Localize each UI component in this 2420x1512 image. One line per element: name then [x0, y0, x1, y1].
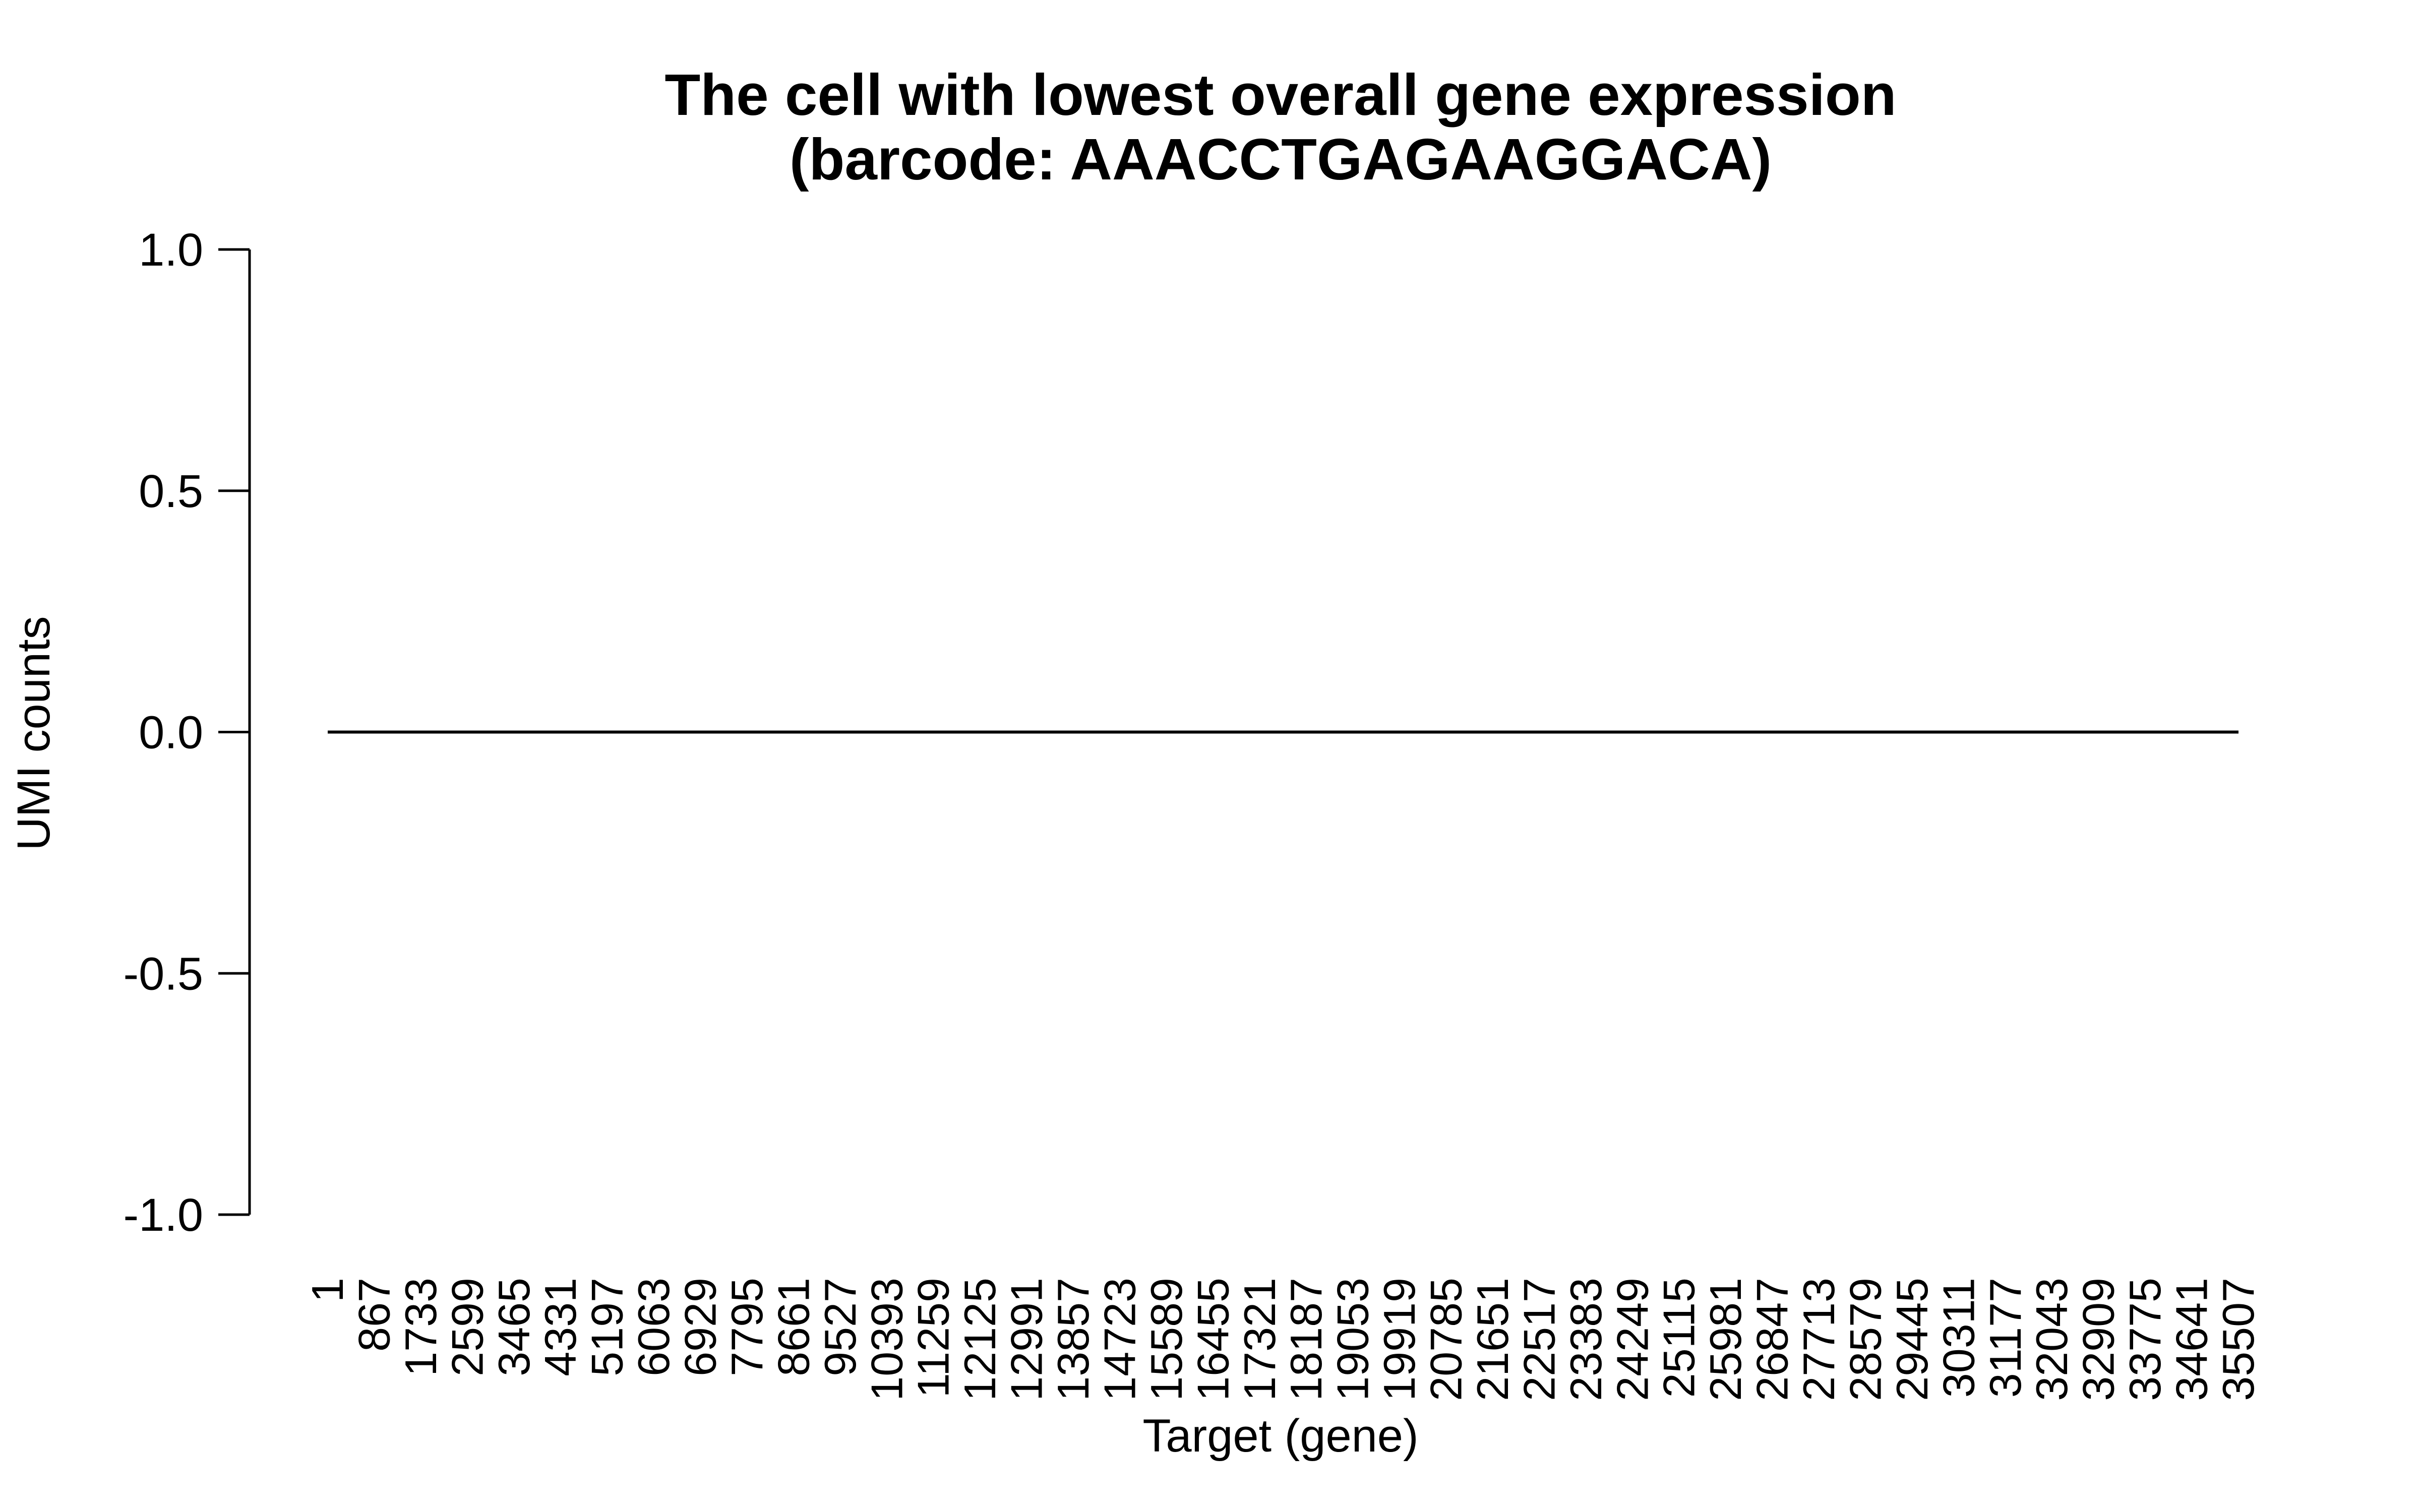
x-tick-label: 12125 — [955, 1278, 1005, 1401]
x-tick-label: 19053 — [1328, 1278, 1378, 1401]
x-tick-label: 3465 — [489, 1278, 539, 1376]
x-tick-label: 30311 — [1933, 1278, 1983, 1398]
chart-title: The cell with lowest overall gene expres… — [664, 62, 1896, 128]
x-tick-label: 28579 — [1840, 1278, 1890, 1401]
y-tick-label: 1.0 — [139, 224, 203, 276]
x-tick-label: 12991 — [1002, 1278, 1052, 1401]
y-tick-label: -0.5 — [123, 948, 203, 999]
x-tick-label: 31177 — [1980, 1278, 2030, 1398]
chart-subtitle: (barcode: AAACCTGAGAAGGACA) — [790, 127, 1772, 192]
x-tick-label: 18187 — [1281, 1278, 1331, 1401]
y-tick-label: 0.5 — [139, 466, 203, 517]
x-tick-label: 34641 — [2167, 1278, 2217, 1401]
x-tick-label: 35507 — [2213, 1278, 2263, 1401]
x-tick-label: 15589 — [1141, 1278, 1191, 1401]
x-tick-label: 13857 — [1048, 1278, 1098, 1401]
x-axis-label: Target (gene) — [1142, 1410, 1418, 1462]
x-tick-label: 16455 — [1188, 1278, 1238, 1401]
x-tick-label: 19919 — [1374, 1278, 1424, 1401]
y-tick-label: 0.0 — [139, 707, 203, 759]
x-tick-label: 2599 — [442, 1278, 492, 1376]
x-tick-label: 22517 — [1514, 1278, 1564, 1401]
x-tick-label: 33775 — [2120, 1278, 2170, 1401]
x-tick-label: 867 — [349, 1278, 399, 1352]
x-tick-label: 32043 — [2027, 1278, 2077, 1401]
x-tick-label: 25115 — [1654, 1278, 1704, 1398]
x-tick-label: 17321 — [1235, 1278, 1285, 1401]
x-tick-label: 8661 — [768, 1278, 818, 1376]
x-tick-label: 1733 — [396, 1278, 446, 1376]
x-tick-label: 14723 — [1095, 1278, 1144, 1401]
x-tick-label: 10393 — [862, 1278, 912, 1401]
x-tick-label: 4331 — [535, 1278, 585, 1376]
x-axis: 1867173325993465433151976063692977958661… — [302, 1278, 2263, 1401]
y-axis: -1.0 -0.5 0.0 0.5 1.0 — [123, 224, 251, 1241]
x-tick-label: 1 — [302, 1278, 352, 1302]
x-tick-label: 20785 — [1421, 1278, 1471, 1401]
x-tick-label: 23383 — [1561, 1278, 1611, 1401]
x-tick-label: 26847 — [1747, 1278, 1797, 1401]
x-tick-label: 9527 — [815, 1278, 865, 1376]
x-tick-label: 6929 — [676, 1278, 725, 1376]
x-tick-label: 32909 — [2074, 1278, 2124, 1401]
x-tick-label: 5197 — [582, 1278, 632, 1376]
y-axis-label: UMI counts — [8, 616, 59, 850]
y-tick-label: -1.0 — [123, 1189, 203, 1241]
x-tick-label: 7795 — [722, 1278, 772, 1376]
x-tick-label: 29445 — [1887, 1278, 1937, 1401]
x-tick-label: 27713 — [1794, 1278, 1844, 1401]
x-tick-label: 24249 — [1607, 1278, 1657, 1401]
x-tick-label: 11259 — [909, 1278, 958, 1398]
x-tick-label: 6063 — [629, 1278, 679, 1376]
x-tick-label: 25981 — [1701, 1278, 1750, 1401]
x-tick-label: 21651 — [1468, 1278, 1518, 1401]
